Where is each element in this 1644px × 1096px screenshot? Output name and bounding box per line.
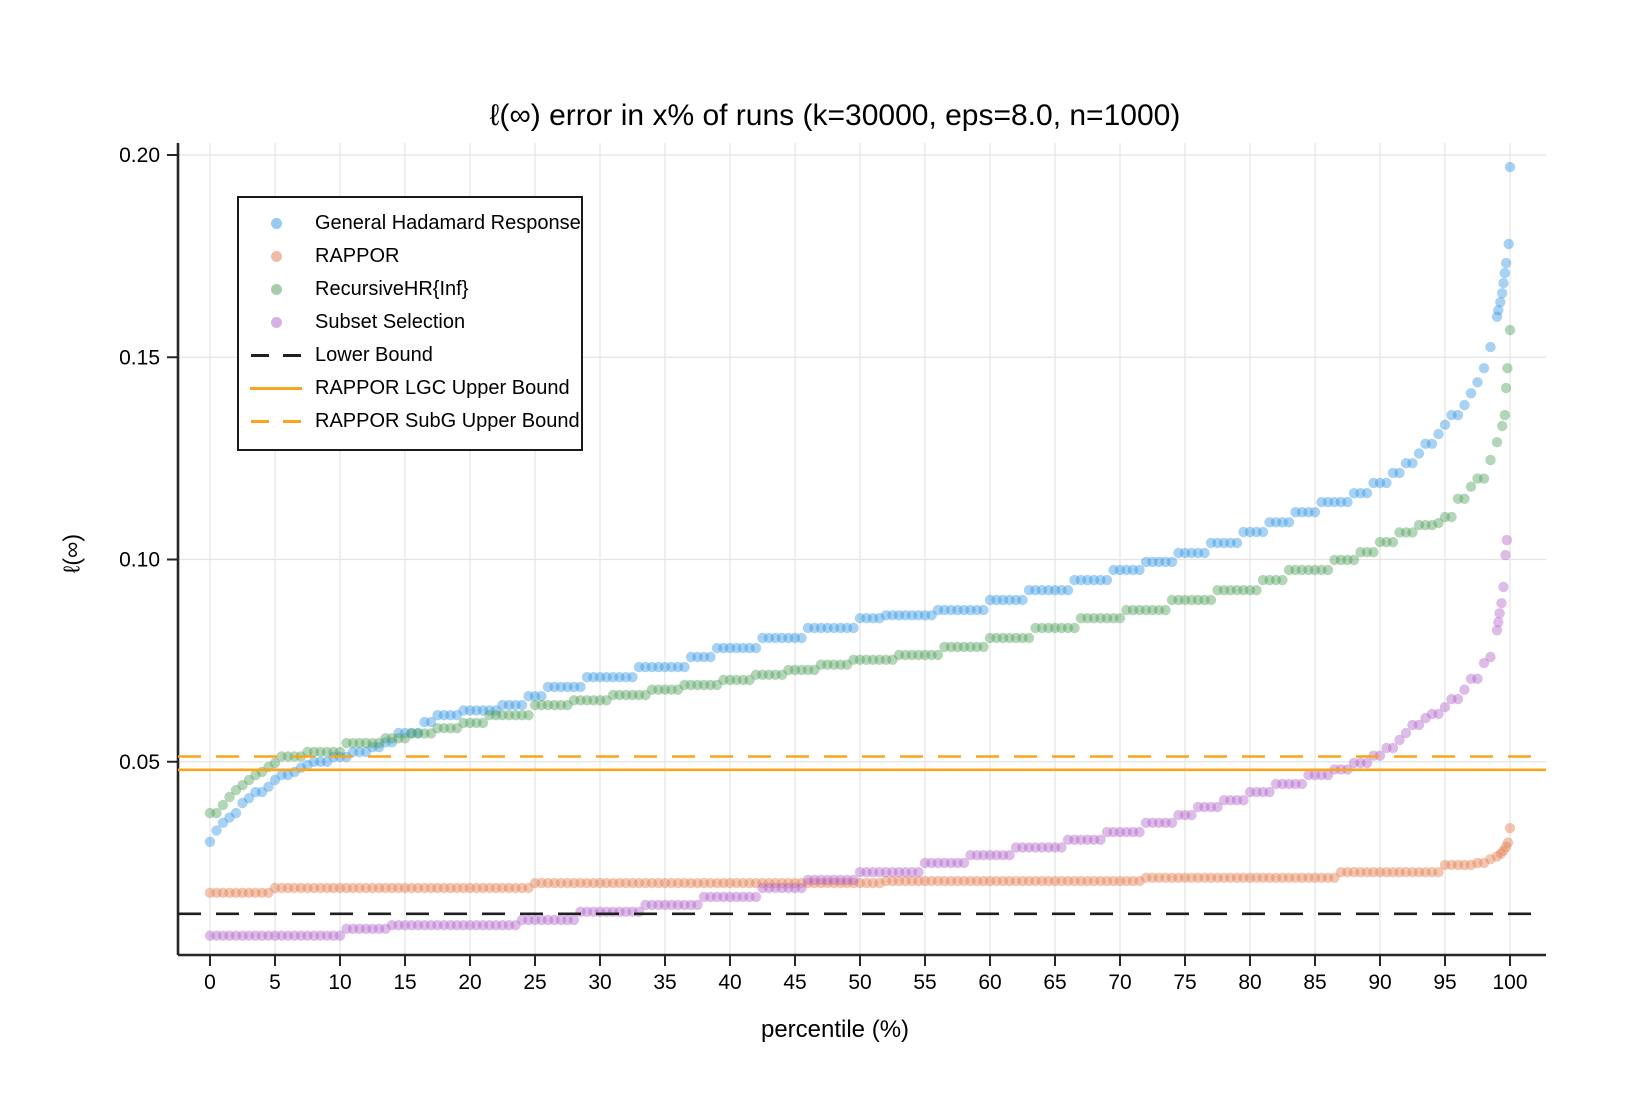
scatter-marker-icon (247, 284, 305, 295)
legend-item-rappor-subg-upper-bound: RAPPOR SubG Upper Bound (239, 405, 581, 438)
scatter-marker-icon (247, 251, 305, 262)
reference-lines (178, 755, 1546, 916)
x-tick-label: 35 (653, 971, 676, 994)
legend-label: General Hadamard Response (315, 212, 581, 234)
y-tick-label: 0.10 (119, 549, 160, 572)
y-ticks: 0.05 0.10 0.15 0.20 (119, 144, 178, 774)
x-tick-label: 85 (1303, 971, 1326, 994)
legend-item-rappor-lgc-upper-bound: RAPPOR LGC Upper Bound (239, 372, 581, 405)
x-tick-label: 45 (783, 971, 806, 994)
x-tick-label: 95 (1433, 971, 1456, 994)
x-tick-label: 65 (1043, 971, 1066, 994)
series-subset-selection (204, 534, 1513, 941)
y-tick-label: 0.05 (119, 751, 160, 774)
legend-item-subset-selection: Subset Selection (239, 306, 581, 339)
x-tick-label: 20 (458, 971, 481, 994)
x-tick-label: 75 (1173, 971, 1196, 994)
chart-title: ℓ(∞) error in x% of runs (k=30000, eps=8… (489, 99, 1181, 132)
legend-label: RAPPOR SubG Upper Bound (315, 410, 580, 432)
y-tick-label: 0.20 (119, 144, 160, 167)
y-axis-label: ℓ(∞) (58, 533, 85, 574)
series-rappor (204, 822, 1516, 898)
x-tick-label: 100 (1492, 971, 1527, 994)
x-tick-label: 0 (204, 971, 216, 994)
legend-label: Subset Selection (315, 311, 466, 333)
x-tick-label: 25 (523, 971, 546, 994)
series-recursivehr-inf- (204, 324, 1516, 819)
legend-item-recursivehr: RecursiveHR{Inf} (239, 273, 581, 306)
legend-item-general-hadamard-response: General Hadamard Response (239, 207, 581, 240)
legend-label: RAPPOR LGC Upper Bound (315, 377, 570, 399)
legend: General Hadamard Response RAPPOR Recursi… (237, 196, 583, 451)
x-tick-label: 55 (913, 971, 936, 994)
legend-item-lower-bound: Lower Bound (239, 339, 581, 372)
dashed-line-icon (247, 354, 305, 357)
x-tick-label: 5 (269, 971, 281, 994)
dashed-line-icon (247, 420, 305, 423)
x-tick-label: 60 (978, 971, 1001, 994)
series-general-hadamard-response (204, 161, 1516, 847)
x-tick-label: 50 (848, 971, 871, 994)
legend-label: Lower Bound (315, 344, 433, 366)
legend-label: RecursiveHR{Inf} (315, 278, 469, 300)
x-axis-label: percentile (%) (760, 1016, 910, 1043)
scatter-marker-icon (247, 317, 305, 328)
x-tick-label: 10 (328, 971, 351, 994)
y-tick-label: 0.15 (119, 346, 160, 369)
x-tick-label: 40 (718, 971, 741, 994)
scatter-marker-icon (247, 218, 305, 229)
x-tick-label: 90 (1368, 971, 1391, 994)
x-tick-label: 70 (1108, 971, 1131, 994)
x-ticks: 0 5 10 15 20 25 30 35 40 45 50 55 60 65 70 75 80 85 90 95 10… (204, 955, 1528, 994)
x-tick-label: 80 (1238, 971, 1261, 994)
x-tick-label: 30 (588, 971, 611, 994)
solid-line-icon (247, 387, 305, 390)
legend-label: RAPPOR (315, 245, 400, 267)
x-tick-label: 15 (393, 971, 416, 994)
legend-item-rappor: RAPPOR (239, 240, 581, 273)
